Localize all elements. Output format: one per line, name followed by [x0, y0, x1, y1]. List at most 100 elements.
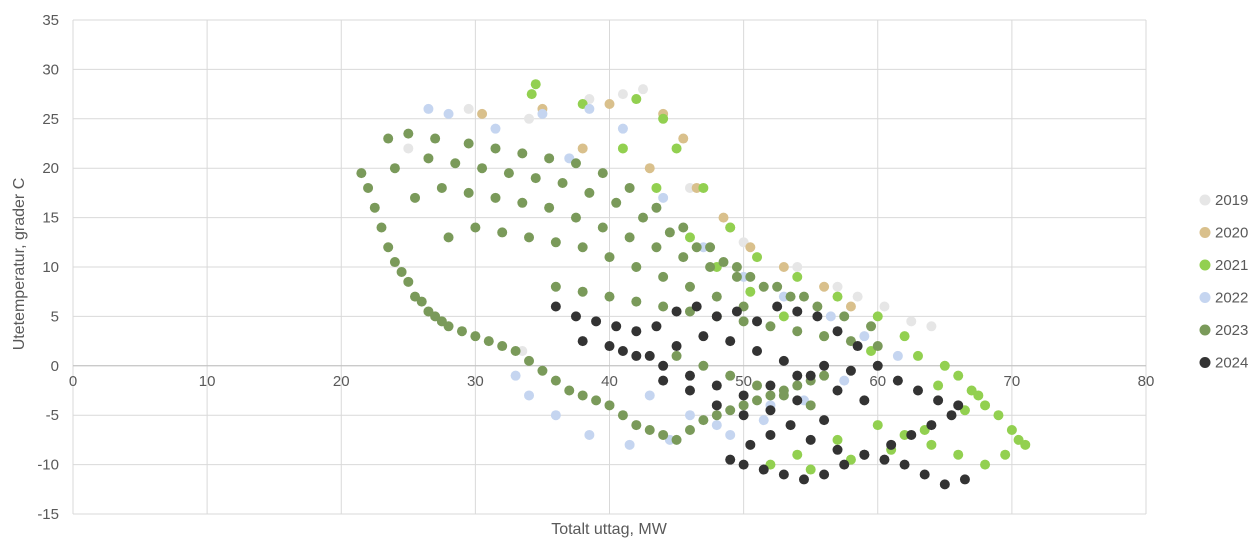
data-point: [819, 415, 830, 426]
data-point: [570, 311, 581, 322]
y-tick-label: 0: [51, 358, 59, 375]
data-point: [752, 345, 763, 356]
data-point: [403, 128, 414, 139]
y-tick-label: 15: [42, 210, 59, 227]
data-point: [604, 98, 615, 109]
data-point: [718, 257, 729, 268]
data-point: [537, 108, 548, 119]
data-point: [926, 321, 937, 332]
data-point: [490, 192, 501, 203]
x-tick-labels: 0 10 20 30 40 50 60 70 80: [69, 373, 1155, 390]
data-point: [577, 390, 588, 401]
data-point: [778, 262, 789, 272]
data-point: [711, 420, 722, 431]
series-2019: [403, 84, 937, 356]
data-point: [497, 341, 508, 352]
data-point: [731, 271, 742, 282]
data-point: [524, 390, 535, 401]
data-point: [852, 291, 863, 302]
data-point: [584, 187, 595, 198]
data-point: [879, 301, 890, 312]
data-point: [530, 173, 541, 184]
data-point: [765, 390, 776, 401]
data-point: [684, 410, 695, 421]
data-point: [745, 286, 756, 297]
y-tick-label: 30: [42, 61, 59, 78]
legend-marker: [1199, 357, 1211, 368]
data-point: [792, 306, 803, 317]
data-point: [403, 143, 414, 154]
data-point: [604, 291, 615, 302]
data-point: [550, 237, 561, 248]
data-point: [698, 415, 709, 426]
data-point: [658, 192, 669, 203]
data-point: [752, 395, 763, 406]
data-point: [577, 286, 588, 297]
data-point: [624, 232, 635, 243]
data-point: [698, 331, 709, 342]
data-point: [772, 281, 783, 292]
data-point: [443, 108, 454, 119]
data-point: [792, 380, 803, 391]
legend-label: 2019: [1215, 192, 1248, 209]
data-points: [356, 79, 1031, 490]
data-point: [577, 242, 588, 253]
data-point: [691, 301, 702, 312]
data-point: [624, 182, 635, 193]
data-point: [544, 153, 555, 164]
data-point: [745, 271, 756, 282]
data-point: [798, 474, 809, 485]
data-point: [792, 370, 803, 381]
data-point: [490, 143, 501, 154]
legend-item-2022: 2022: [1199, 290, 1248, 307]
data-point: [959, 474, 970, 485]
data-point: [550, 410, 561, 421]
data-point: [711, 400, 722, 411]
data-point: [684, 370, 695, 381]
data-point: [530, 79, 541, 90]
data-point: [617, 143, 628, 154]
y-tick-label: -15: [37, 506, 59, 523]
legend-label: 2023: [1215, 322, 1248, 339]
data-point: [671, 350, 682, 361]
data-point: [711, 311, 722, 322]
data-point: [604, 252, 615, 263]
data-point: [604, 400, 615, 411]
data-point: [933, 395, 944, 406]
data-point: [798, 291, 809, 302]
data-point: [604, 341, 615, 352]
data-point: [953, 370, 964, 381]
legend-label: 2024: [1215, 355, 1248, 372]
data-point: [839, 375, 850, 386]
legend-label: 2022: [1215, 290, 1248, 307]
data-point: [872, 341, 883, 352]
data-point: [684, 425, 695, 436]
data-point: [939, 360, 950, 371]
data-point: [456, 326, 467, 337]
data-point: [845, 301, 856, 312]
data-point: [819, 370, 830, 381]
legend-item-2019: 2019: [1199, 192, 1248, 209]
data-point: [383, 242, 394, 253]
data-point: [577, 143, 588, 154]
data-point: [832, 291, 843, 302]
data-point: [644, 163, 655, 174]
data-point: [705, 262, 716, 272]
data-point: [658, 113, 669, 124]
data-point: [550, 301, 561, 312]
data-point: [805, 464, 816, 475]
data-point: [463, 103, 474, 114]
data-point: [785, 291, 796, 302]
data-point: [939, 479, 950, 490]
legend-marker: [1199, 194, 1211, 206]
data-point: [845, 365, 856, 376]
data-point: [631, 296, 642, 307]
data-point: [369, 202, 380, 213]
data-point: [953, 449, 964, 460]
data-point: [617, 89, 628, 100]
data-point: [725, 454, 736, 465]
data-point: [698, 360, 709, 371]
data-point: [792, 449, 803, 460]
data-point: [946, 410, 957, 421]
